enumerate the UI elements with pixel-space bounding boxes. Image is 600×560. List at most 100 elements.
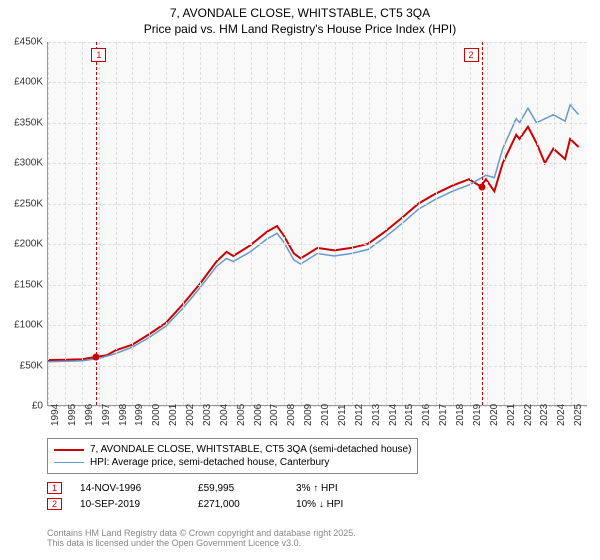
sale-marker-line — [96, 42, 97, 405]
legend-row: HPI: Average price, semi-detached house,… — [54, 456, 411, 469]
gridline-v — [369, 42, 370, 405]
x-axis-label: 2002 — [185, 404, 196, 426]
y-axis-label: £100K — [3, 320, 43, 331]
x-axis-label: 1995 — [67, 404, 78, 426]
x-axis-label: 2020 — [489, 404, 500, 426]
gridline-v — [65, 42, 66, 405]
gridline-v — [48, 42, 49, 405]
transaction-index: 1 — [47, 482, 62, 494]
chart-title: 7, AVONDALE CLOSE, WHITSTABLE, CT5 3QA P… — [0, 0, 600, 37]
gridline-v — [149, 42, 150, 405]
y-axis-label: £200K — [3, 239, 43, 250]
gridline-v — [487, 42, 488, 405]
gridline-v — [537, 42, 538, 405]
gridline-v — [470, 42, 471, 405]
x-axis-label: 2001 — [168, 404, 179, 426]
x-axis-label: 2018 — [455, 404, 466, 426]
gridline-v — [402, 42, 403, 405]
y-axis-label: £300K — [3, 158, 43, 169]
sale-marker-line — [482, 42, 483, 405]
gridline-v — [504, 42, 505, 405]
x-axis-label: 2014 — [388, 404, 399, 426]
gridline-v — [352, 42, 353, 405]
y-axis-label: £150K — [3, 279, 43, 290]
gridline-v — [453, 42, 454, 405]
gridline-v — [267, 42, 268, 405]
x-axis-label: 1996 — [84, 404, 95, 426]
gridline-v — [234, 42, 235, 405]
sale-marker-index: 1 — [91, 48, 106, 62]
x-axis-label: 2012 — [354, 404, 365, 426]
footnote-line2: This data is licensed under the Open Gov… — [47, 538, 356, 548]
x-axis-label: 2011 — [337, 404, 348, 426]
legend-swatch — [54, 449, 84, 451]
gridline-v — [571, 42, 572, 405]
gridline-v — [166, 42, 167, 405]
gridline-v — [335, 42, 336, 405]
gridline-v — [251, 42, 252, 405]
gridline-v — [301, 42, 302, 405]
transaction-index: 2 — [47, 498, 62, 510]
x-axis-label: 2019 — [472, 404, 483, 426]
gridline-v — [419, 42, 420, 405]
sale-marker-index: 2 — [464, 48, 479, 62]
y-axis-label: £250K — [3, 198, 43, 209]
legend-label: HPI: Average price, semi-detached house,… — [90, 457, 329, 468]
x-axis-label: 2010 — [320, 404, 331, 426]
legend-row: 7, AVONDALE CLOSE, WHITSTABLE, CT5 3QA (… — [54, 443, 411, 456]
transaction-row: 2 10-SEP-2019 £271,000 10% ↓ HPI — [47, 496, 343, 512]
gridline-v — [116, 42, 117, 405]
gridline-v — [132, 42, 133, 405]
legend-swatch — [54, 462, 84, 463]
gridline-v — [284, 42, 285, 405]
transaction-price: £271,000 — [198, 499, 278, 510]
gridline-v — [183, 42, 184, 405]
footnote-line1: Contains HM Land Registry data © Crown c… — [47, 528, 356, 538]
gridline-v — [200, 42, 201, 405]
transaction-delta: 10% ↓ HPI — [296, 499, 343, 510]
x-axis-label: 2023 — [539, 404, 550, 426]
transaction-price: £59,995 — [198, 483, 278, 494]
y-axis-label: £350K — [3, 117, 43, 128]
gridline-v — [436, 42, 437, 405]
y-axis-label: £450K — [3, 37, 43, 48]
title-line2: Price paid vs. HM Land Registry's House … — [0, 22, 600, 38]
legend-label: 7, AVONDALE CLOSE, WHITSTABLE, CT5 3QA (… — [90, 444, 411, 455]
transaction-date: 10-SEP-2019 — [80, 499, 180, 510]
x-axis-label: 2005 — [236, 404, 247, 426]
x-axis-label: 1997 — [101, 404, 112, 426]
y-axis-label: £50K — [3, 360, 43, 371]
plot-area: 12 — [47, 42, 587, 406]
x-axis-label: 2022 — [523, 404, 534, 426]
legend: 7, AVONDALE CLOSE, WHITSTABLE, CT5 3QA (… — [47, 438, 418, 474]
x-axis-label: 2015 — [404, 404, 415, 426]
gridline-v — [217, 42, 218, 405]
x-axis-label: 2021 — [506, 404, 517, 426]
x-axis-label: 1998 — [118, 404, 129, 426]
transactions-table: 1 14-NOV-1996 £59,995 3% ↑ HPI 2 10-SEP-2019 £… — [47, 480, 343, 512]
gridline-v — [386, 42, 387, 405]
transaction-date: 14-NOV-1996 — [80, 483, 180, 494]
x-axis-label: 2006 — [253, 404, 264, 426]
sale-marker-dot — [93, 354, 100, 361]
sale-marker-dot — [478, 183, 485, 190]
transaction-row: 1 14-NOV-1996 £59,995 3% ↑ HPI — [47, 480, 343, 496]
transaction-delta: 3% ↑ HPI — [296, 483, 338, 494]
gridline-v — [99, 42, 100, 405]
x-axis-label: 2003 — [202, 404, 213, 426]
x-axis-label: 2017 — [438, 404, 449, 426]
y-axis-label: £400K — [3, 77, 43, 88]
chart-container: 7, AVONDALE CLOSE, WHITSTABLE, CT5 3QA P… — [0, 0, 600, 560]
x-axis-label: 1999 — [134, 404, 145, 426]
title-line1: 7, AVONDALE CLOSE, WHITSTABLE, CT5 3QA — [0, 6, 600, 22]
x-axis-label: 2013 — [371, 404, 382, 426]
x-axis-label: 2004 — [219, 404, 230, 426]
x-axis-label: 2000 — [151, 404, 162, 426]
series-hpi — [48, 105, 579, 362]
gridline-v — [554, 42, 555, 405]
gridline-v — [521, 42, 522, 405]
x-axis-label: 1994 — [50, 404, 61, 426]
x-axis-label: 2009 — [303, 404, 314, 426]
x-axis-label: 2008 — [286, 404, 297, 426]
x-axis-label: 2024 — [556, 404, 567, 426]
